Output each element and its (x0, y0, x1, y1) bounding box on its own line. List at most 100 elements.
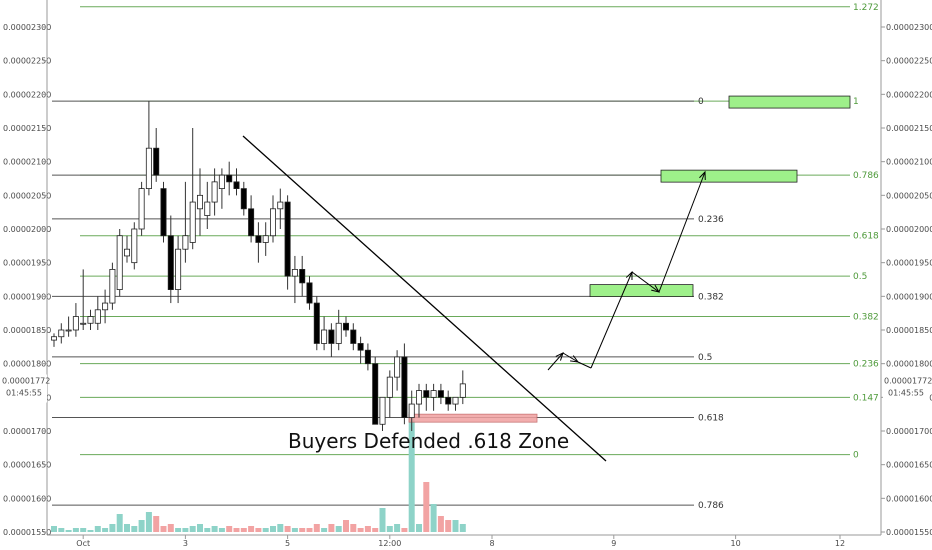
volume-bar (284, 526, 291, 532)
price-tick-label: 0.00001650 (3, 461, 51, 470)
volume-bar (321, 528, 328, 532)
candle-body (189, 201, 196, 243)
price-tick-label: 0.00001700 (3, 427, 51, 436)
volume-bar (270, 526, 276, 532)
volume-bar (72, 528, 79, 532)
volume-bar (189, 526, 196, 532)
candle-body (72, 316, 79, 331)
fib-black-label: 0.786 (698, 501, 724, 511)
volume-bar (87, 530, 94, 532)
left-last-price-tag-bg (1, 374, 47, 403)
candle-body (437, 390, 444, 398)
target-zone (660, 169, 798, 183)
volume-bar (372, 528, 379, 532)
price-tick-label: 0.00001550 (886, 528, 932, 537)
right-price-axis: 0.00002300 0.00002250 0.00002200 0.00002150… (881, 23, 932, 537)
candle-body (240, 188, 247, 210)
price-tick-label: 0.00002300 (886, 23, 932, 32)
volume-bar (226, 526, 233, 532)
candle-body (364, 349, 371, 365)
volume-bar (80, 528, 87, 532)
price-tick-label: 0.00001800 (3, 360, 51, 369)
time-tick-label: 10 (731, 539, 741, 548)
candle-body (211, 181, 218, 203)
candle-body (255, 235, 262, 243)
volume-bar (109, 524, 116, 532)
candle-body (116, 235, 123, 291)
projection-segment (590, 271, 633, 369)
candle-body (58, 329, 65, 338)
projection-arrowhead (651, 284, 661, 293)
volume-bar (262, 528, 269, 532)
price-tick-label: 0.00002000 (886, 225, 932, 234)
volume-bar (233, 528, 240, 532)
price-tags: 0.00001772 01:45:55 0.00001772 01:45:55 (1, 374, 932, 403)
candle-body (87, 316, 94, 324)
candle-body (269, 208, 276, 237)
fib-green-label: 0.236 (853, 360, 879, 370)
price-tick-label: 0.00001950 (886, 259, 932, 268)
volume-bar (167, 524, 174, 532)
fib-green-label: 1 (853, 97, 859, 107)
volume-bar (65, 530, 72, 532)
volume-bar (364, 526, 371, 532)
volume-bar (379, 508, 386, 532)
volume-bar (335, 526, 342, 532)
volume-bar (459, 524, 466, 532)
candle-body (415, 390, 422, 405)
volume-bar (182, 528, 189, 532)
volume-bar (94, 526, 101, 532)
candle-body (394, 356, 401, 378)
candle-body (401, 356, 408, 418)
time-tick-label: 12 (835, 539, 845, 548)
volume-bar (291, 528, 298, 532)
candle-body (262, 235, 269, 243)
volume-bar (131, 526, 138, 532)
price-tick-label: 0.00001850 (3, 326, 51, 335)
candle-body (153, 147, 160, 176)
candle-body (248, 208, 255, 237)
fib-black-label: 0.382 (698, 292, 724, 302)
volume-bar (452, 520, 459, 532)
candle-body (284, 201, 291, 277)
candle-body (277, 201, 284, 210)
projection-segment (562, 352, 579, 363)
candle-body (138, 188, 145, 230)
drawings (242, 135, 706, 462)
candle-body (204, 201, 211, 216)
price-tick-label: 0.00002250 (3, 57, 51, 66)
target-zone (728, 95, 851, 109)
candle-body (94, 309, 101, 324)
time-tick-label: 5 (285, 539, 290, 548)
volume-bar (197, 524, 203, 532)
candle-body (430, 390, 437, 398)
candle-body (452, 396, 459, 405)
left-last-countdown-tag: 01:45:55 (6, 389, 42, 398)
volume-bar (357, 528, 364, 532)
fib-green-label: 1.272 (853, 3, 879, 13)
volume-bar (328, 524, 335, 532)
fib-green-label: 0.147 (853, 393, 879, 403)
volume-bar (408, 412, 415, 532)
candle-body (342, 322, 349, 331)
price-tick-label: 0.00002050 (886, 191, 932, 200)
candle-body (313, 302, 320, 344)
zones (408, 95, 851, 423)
projection-segment (547, 352, 564, 371)
volume-bar (138, 520, 145, 532)
candle-body (379, 396, 386, 425)
time-tick-label: 12:00 (378, 539, 401, 548)
price-tick-label: 0.00002300 (3, 23, 51, 32)
candle-body (350, 329, 357, 344)
volume-bar (423, 482, 430, 532)
volume-bar (313, 524, 320, 532)
candle-body (218, 174, 225, 189)
volume-bar (386, 526, 393, 532)
fib-green-label: 0.5 (853, 272, 867, 282)
projection-arrowhead (625, 270, 633, 281)
volume-bar (401, 528, 408, 532)
fib-black-label: 0 (698, 97, 704, 107)
